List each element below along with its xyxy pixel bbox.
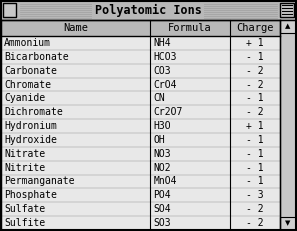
Text: - 1: - 1 — [246, 93, 264, 103]
Text: - 3: - 3 — [246, 190, 264, 200]
Text: - 2: - 2 — [246, 79, 264, 89]
Text: OH: OH — [153, 135, 165, 145]
Bar — [280, 217, 296, 230]
Text: ▼: ▼ — [285, 221, 291, 227]
Text: Ammonium: Ammonium — [4, 38, 51, 48]
Text: CrO4: CrO4 — [153, 79, 177, 89]
Text: + 1: + 1 — [246, 38, 264, 48]
Text: H3O: H3O — [153, 121, 171, 131]
Text: SO3: SO3 — [153, 218, 171, 228]
Text: - 1: - 1 — [246, 149, 264, 159]
Text: Polyatomic Ions: Polyatomic Ions — [94, 3, 201, 17]
Text: NO3: NO3 — [153, 149, 171, 159]
Bar — [280, 3, 294, 17]
Text: CN: CN — [153, 93, 165, 103]
Text: Bicarbonate: Bicarbonate — [4, 52, 69, 62]
Bar — [1, 161, 280, 175]
Text: + 1: + 1 — [246, 121, 264, 131]
Text: HCO3: HCO3 — [153, 52, 177, 62]
Bar — [1, 202, 280, 216]
Text: Chromate: Chromate — [4, 79, 51, 89]
Bar — [1, 20, 280, 36]
Text: - 2: - 2 — [246, 107, 264, 117]
Text: SO4: SO4 — [153, 204, 171, 214]
Bar — [3, 3, 16, 17]
Bar — [1, 0, 296, 20]
Bar — [1, 175, 280, 188]
Bar — [1, 147, 280, 161]
Bar — [1, 216, 280, 230]
Text: Carbonate: Carbonate — [4, 66, 57, 76]
Text: Permanganate: Permanganate — [4, 176, 75, 186]
Text: Phosphate: Phosphate — [4, 190, 57, 200]
Text: Name: Name — [63, 23, 88, 33]
Bar — [1, 133, 280, 147]
Text: NO2: NO2 — [153, 163, 171, 173]
Text: Nitrite: Nitrite — [4, 163, 45, 173]
Bar — [1, 119, 280, 133]
Text: - 2: - 2 — [246, 66, 264, 76]
Text: ▲: ▲ — [285, 24, 291, 30]
Text: Cr2O7: Cr2O7 — [153, 107, 183, 117]
Bar — [1, 78, 280, 91]
Text: Charge: Charge — [236, 23, 274, 33]
Text: Hydronium: Hydronium — [4, 121, 57, 131]
Text: Nitrate: Nitrate — [4, 149, 45, 159]
Text: PO4: PO4 — [153, 190, 171, 200]
Text: - 1: - 1 — [246, 135, 264, 145]
Text: Sulfite: Sulfite — [4, 218, 45, 228]
Bar — [1, 105, 280, 119]
Text: - 1: - 1 — [246, 176, 264, 186]
Text: Hydroxide: Hydroxide — [4, 135, 57, 145]
Bar — [1, 188, 280, 202]
Bar — [1, 91, 280, 105]
Text: Dichromate: Dichromate — [4, 107, 63, 117]
Bar — [1, 50, 280, 64]
Text: - 1: - 1 — [246, 163, 264, 173]
Text: - 2: - 2 — [246, 218, 264, 228]
Text: MnO4: MnO4 — [153, 176, 177, 186]
Bar — [280, 20, 296, 230]
Bar — [1, 36, 280, 50]
Text: NH4: NH4 — [153, 38, 171, 48]
Bar — [280, 20, 296, 33]
Text: Cyanide: Cyanide — [4, 93, 45, 103]
Bar — [1, 64, 280, 78]
Text: CO3: CO3 — [153, 66, 171, 76]
Text: Formula: Formula — [168, 23, 212, 33]
Text: - 2: - 2 — [246, 204, 264, 214]
Text: - 1: - 1 — [246, 52, 264, 62]
Text: Sulfate: Sulfate — [4, 204, 45, 214]
